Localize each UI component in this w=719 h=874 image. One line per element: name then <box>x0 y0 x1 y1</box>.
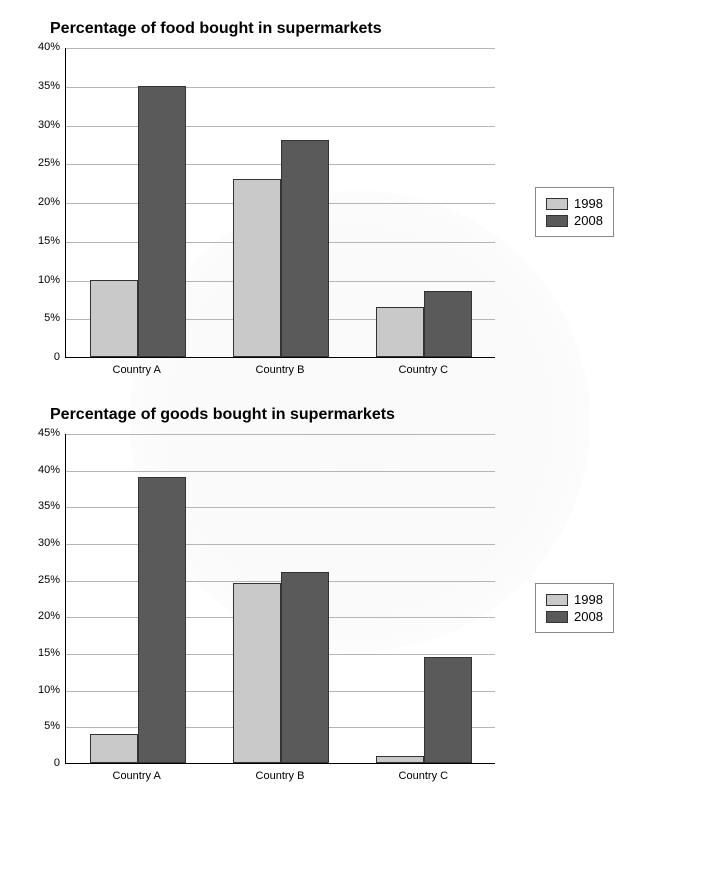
y-tick-label: 5% <box>44 312 66 324</box>
legend-item-1998: 1998 <box>546 196 603 211</box>
bar <box>233 179 281 357</box>
bar-group <box>90 477 186 763</box>
chart-goods-plot: 05%10%15%20%25%30%35%40%45% <box>65 434 495 764</box>
y-tick-label: 25% <box>38 574 66 586</box>
y-tick-label: 30% <box>38 119 66 131</box>
bar <box>376 307 424 357</box>
legend-item-1998: 1998 <box>546 592 603 607</box>
y-tick-label: 30% <box>38 537 66 549</box>
chart-goods-row: 05%10%15%20%25%30%35%40%45% Country ACou… <box>10 434 709 782</box>
x-tick-label: Country A <box>79 364 195 376</box>
legend-swatch-1998 <box>546 594 568 606</box>
bar <box>233 583 281 763</box>
legend-item-2008: 2008 <box>546 213 603 228</box>
bar <box>376 756 424 763</box>
y-tick-label: 0 <box>54 757 66 769</box>
y-tick-label: 20% <box>38 196 66 208</box>
bar-group <box>233 572 329 763</box>
legend-swatch-2008 <box>546 611 568 623</box>
y-tick-label: 15% <box>38 235 66 247</box>
bar <box>138 477 186 763</box>
chart-food-xlabels: Country A Country B Country C <box>65 364 495 376</box>
legend-label-1998: 1998 <box>574 196 603 211</box>
chart-food-bars <box>66 48 495 357</box>
bar <box>281 572 329 763</box>
y-tick-label: 15% <box>38 647 66 659</box>
legend-label-2008: 2008 <box>574 609 603 624</box>
y-tick-label: 35% <box>38 500 66 512</box>
chart-food-title: Percentage of food bought in supermarket… <box>50 20 709 38</box>
x-tick-label: Country A <box>79 770 195 782</box>
bar-group <box>376 291 472 357</box>
legend-swatch-2008 <box>546 215 568 227</box>
bar-group <box>376 657 472 763</box>
chart-food: Percentage of food bought in supermarket… <box>10 20 709 376</box>
legend-label-1998: 1998 <box>574 592 603 607</box>
bar <box>424 291 472 357</box>
y-tick-label: 40% <box>38 464 66 476</box>
x-tick-label: Country C <box>365 364 481 376</box>
chart-goods-legend: 1998 2008 <box>535 583 614 633</box>
y-tick-label: 25% <box>38 157 66 169</box>
page-root: Percentage of food bought in supermarket… <box>0 0 719 842</box>
y-tick-label: 10% <box>38 274 66 286</box>
chart-goods-area: 05%10%15%20%25%30%35%40%45% Country ACou… <box>65 434 495 782</box>
bar-group <box>233 140 329 357</box>
bar <box>90 734 138 763</box>
chart-goods: Percentage of goods bought in supermarke… <box>10 406 709 782</box>
chart-goods-title: Percentage of goods bought in supermarke… <box>50 406 709 424</box>
y-tick-label: 5% <box>44 720 66 732</box>
x-tick-label: Country B <box>222 770 338 782</box>
chart-food-area: 05%10%15%20%25%30%35%40% Country ACountr… <box>65 48 495 376</box>
bar <box>138 86 186 357</box>
bar-group <box>90 86 186 357</box>
chart-goods-xlabels: Country A Country B Country C <box>65 770 495 782</box>
chart-food-row: 05%10%15%20%25%30%35%40% Country ACountr… <box>10 48 709 376</box>
y-tick-label: 0 <box>54 351 66 363</box>
x-tick-label: Country B <box>222 364 338 376</box>
x-tick-label: Country C <box>365 770 481 782</box>
legend-swatch-1998 <box>546 198 568 210</box>
bar <box>424 657 472 763</box>
y-tick-label: 20% <box>38 610 66 622</box>
chart-goods-bars <box>66 434 495 763</box>
y-tick-label: 35% <box>38 80 66 92</box>
chart-food-legend: 1998 2008 <box>535 187 614 237</box>
y-tick-label: 40% <box>38 41 66 53</box>
y-tick-label: 45% <box>38 427 66 439</box>
bar <box>281 140 329 357</box>
y-tick-label: 10% <box>38 684 66 696</box>
legend-item-2008: 2008 <box>546 609 603 624</box>
legend-label-2008: 2008 <box>574 213 603 228</box>
chart-food-plot: 05%10%15%20%25%30%35%40% <box>65 48 495 358</box>
bar <box>90 280 138 358</box>
